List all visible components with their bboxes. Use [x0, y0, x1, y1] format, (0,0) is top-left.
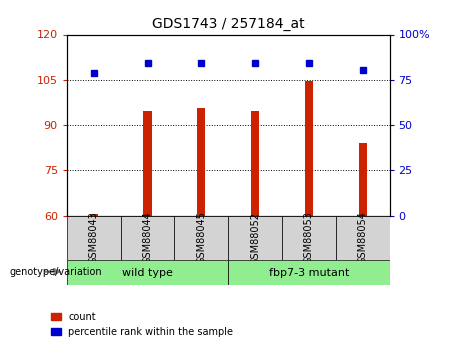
Bar [228, 260, 390, 285]
Bar [305, 81, 313, 216]
Bar [282, 216, 336, 260]
Text: wild type: wild type [122, 268, 173, 277]
Bar [359, 143, 366, 216]
Text: genotype/variation: genotype/variation [9, 267, 102, 277]
Bar [143, 111, 152, 216]
Title: GDS1743 / 257184_at: GDS1743 / 257184_at [152, 17, 305, 31]
Text: fbp7-3 mutant: fbp7-3 mutant [269, 268, 349, 277]
Bar [228, 216, 282, 260]
Text: GSM88054: GSM88054 [358, 211, 368, 265]
Text: GSM88044: GSM88044 [142, 212, 153, 264]
Text: GSM88053: GSM88053 [304, 211, 314, 265]
Bar [90, 214, 98, 216]
Legend: count, percentile rank within the sample: count, percentile rank within the sample [51, 312, 233, 337]
Text: GSM88045: GSM88045 [196, 211, 207, 265]
Bar [121, 216, 174, 260]
Bar [251, 111, 259, 216]
Text: GSM88052: GSM88052 [250, 211, 260, 265]
Bar [67, 216, 121, 260]
Bar [336, 216, 390, 260]
Bar [67, 260, 228, 285]
Bar [197, 108, 205, 216]
Bar [174, 216, 228, 260]
Text: GSM88043: GSM88043 [89, 212, 99, 264]
